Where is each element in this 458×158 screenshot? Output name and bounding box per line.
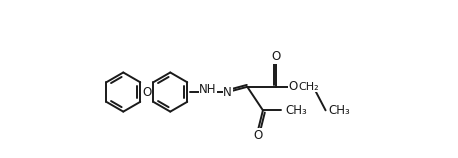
Text: O: O [289,80,298,93]
Text: NH: NH [199,83,217,96]
Text: O: O [142,85,152,99]
Text: CH₃: CH₃ [328,104,350,117]
Text: N: N [224,85,232,99]
Text: CH₃: CH₃ [285,104,307,117]
Text: O: O [271,50,281,63]
Text: CH₂: CH₂ [298,82,319,92]
Text: O: O [253,129,262,142]
